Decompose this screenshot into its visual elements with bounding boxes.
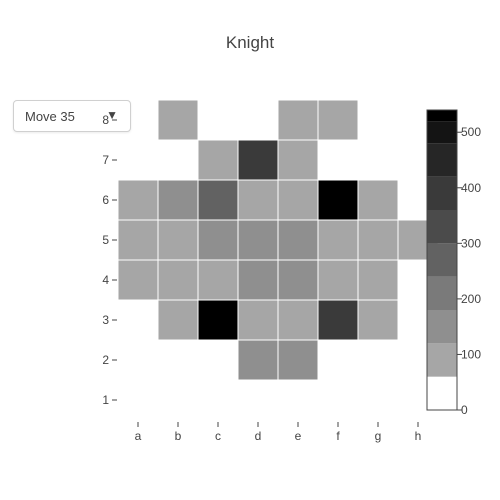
heatmap-cell-c6 (198, 180, 238, 220)
colorbar-frame (426, 109, 458, 411)
heatmap-cell-b4 (158, 260, 198, 300)
heatmap-cell-b8 (158, 100, 198, 140)
y-tick-label-4: 4 (102, 273, 109, 287)
colorbar-bin-6 (427, 176, 457, 210)
colorbar-bin-1 (427, 343, 457, 377)
colorbar-tick-label-300: 300 (461, 236, 481, 250)
x-tick-label-c: c (215, 429, 221, 443)
colorbar-bin-3 (427, 276, 457, 310)
y-tick-label-1: 1 (102, 393, 109, 407)
colorbar-bin-2 (427, 310, 457, 344)
heatmap-cell-g3 (358, 300, 398, 340)
heatmap-cell-c3 (198, 300, 238, 340)
colorbar-tick-label-0: 0 (461, 403, 468, 417)
heatmap-cell-d5 (238, 220, 278, 260)
colorbar-tick-label-200: 200 (461, 292, 481, 306)
x-tick-label-g: g (375, 429, 382, 443)
colorbar-bin-9 (427, 110, 457, 122)
heatmap-cell-a4 (118, 260, 158, 300)
heatmap-cell-c7 (198, 140, 238, 180)
heatmap-cell-g5 (358, 220, 398, 260)
chevron-down-icon: ▼ (106, 108, 118, 122)
heatmap-cell-f4 (318, 260, 358, 300)
colorbar-bin-5 (427, 210, 457, 244)
x-tick-label-d: d (255, 429, 262, 443)
colorbar-tick-label-400: 400 (461, 181, 481, 195)
heatmap-cell-e6 (278, 180, 318, 220)
y-tick-label-8: 8 (102, 113, 109, 127)
heatmap-cell-e8 (278, 100, 318, 140)
heatmap-cell-e3 (278, 300, 318, 340)
x-axis: a b c d e f g h (135, 422, 422, 443)
heatmap-cell-g6 (358, 180, 398, 220)
heatmap-cell-f5 (318, 220, 358, 260)
move-select-dropdown[interactable]: Move 35 ▼ (13, 100, 131, 132)
heatmap-cell-g4 (358, 260, 398, 300)
heatmap-cell-f8 (318, 100, 358, 140)
heatmap-cell-d7 (238, 140, 278, 180)
heatmap-cell-e7 (278, 140, 318, 180)
y-tick-label-5: 5 (102, 233, 109, 247)
heatmap-cell-b3 (158, 300, 198, 340)
heatmap-cell-e4 (278, 260, 318, 300)
y-tick-label-7: 7 (102, 153, 109, 167)
heatmap-cell-a6 (118, 180, 158, 220)
y-axis: 1 2 3 4 5 6 7 8 (102, 113, 117, 407)
heatmap-cell-f6 (318, 180, 358, 220)
x-tick-label-f: f (336, 429, 340, 443)
x-tick-label-a: a (135, 429, 142, 443)
move-select-value: Move 35 (25, 109, 75, 124)
heatmap-cell-c4 (198, 260, 238, 300)
y-tick-label-6: 6 (102, 193, 109, 207)
colorbar-tick-label-500: 500 (461, 125, 481, 139)
heatmap-cell-e2 (278, 340, 318, 380)
colorbar-bin-7 (427, 143, 457, 177)
heatmap-cell-c5 (198, 220, 238, 260)
heatmap-cells (118, 100, 438, 380)
colorbar-tick-label-100: 100 (461, 347, 481, 361)
x-tick-label-h: h (415, 429, 422, 443)
heatmap-cell-a5 (118, 220, 158, 260)
heatmap-cell-d3 (238, 300, 278, 340)
heatmap-cell-e5 (278, 220, 318, 260)
y-tick-label-3: 3 (102, 313, 109, 327)
chart-title: Knight (225, 33, 275, 52)
x-tick-label-b: b (175, 429, 182, 443)
heatmap-cell-d6 (238, 180, 278, 220)
colorbar-bin-8 (427, 121, 457, 144)
colorbar-bin-0 (427, 376, 457, 410)
colorbar: 0 100 200 300 400 500 (426, 109, 481, 417)
heatmap-cell-f3 (318, 300, 358, 340)
heatmap-cell-b6 (158, 180, 198, 220)
heatmap-cell-d2 (238, 340, 278, 380)
colorbar-bin-4 (427, 243, 457, 277)
x-tick-label-e: e (295, 429, 302, 443)
y-tick-label-2: 2 (102, 353, 109, 367)
heatmap-cell-b5 (158, 220, 198, 260)
heatmap-cell-d4 (238, 260, 278, 300)
